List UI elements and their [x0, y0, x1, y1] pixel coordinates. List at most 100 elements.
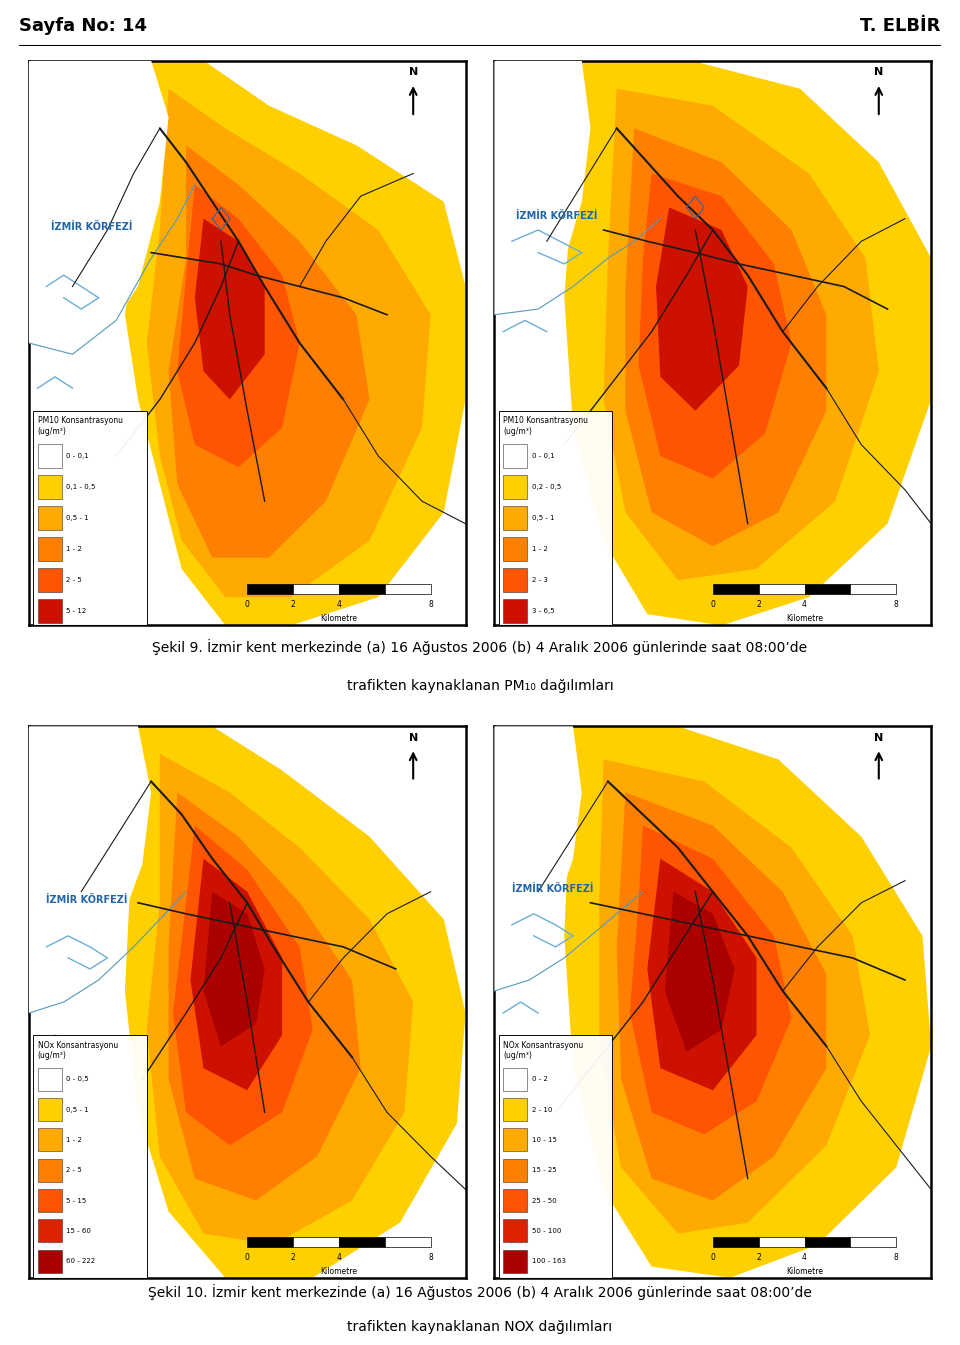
Text: NOx Konsantrasyonu
(ug/m³): NOx Konsantrasyonu (ug/m³) — [503, 1041, 584, 1060]
Text: N: N — [409, 67, 418, 78]
Text: 0,5 - 1: 0,5 - 1 — [66, 515, 88, 521]
Bar — [37, 600, 61, 623]
Text: 25 - 50: 25 - 50 — [532, 1197, 556, 1204]
Text: Kilometre: Kilometre — [321, 1267, 357, 1275]
Text: 5 - 12: 5 - 12 — [66, 608, 86, 615]
Text: 0: 0 — [245, 600, 250, 609]
Text: 8: 8 — [428, 1254, 433, 1262]
Bar — [503, 1068, 527, 1091]
Text: 0,2 - 0,5: 0,2 - 0,5 — [532, 484, 561, 490]
Bar — [503, 1098, 527, 1122]
Bar — [503, 537, 527, 561]
Bar — [37, 506, 61, 530]
Polygon shape — [125, 726, 466, 1278]
Text: PM10 Konsantrasyonu
(ug/m³): PM10 Konsantrasyonu (ug/m³) — [503, 417, 588, 436]
Bar — [37, 537, 61, 561]
Polygon shape — [29, 61, 169, 354]
Text: 8: 8 — [894, 600, 899, 609]
Text: 0: 0 — [710, 600, 715, 609]
Text: 15 - 60: 15 - 60 — [66, 1228, 91, 1233]
Bar — [851, 1237, 897, 1247]
Polygon shape — [647, 858, 756, 1091]
Text: 0 - 2: 0 - 2 — [532, 1076, 547, 1083]
Text: Şekil 9. İzmir kent merkezinde (a) 16 Ağustos 2006 (b) 4 Aralık 2006 günlerinde : Şekil 9. İzmir kent merkezinde (a) 16 Ağ… — [153, 639, 807, 655]
Text: 0,5 - 1: 0,5 - 1 — [66, 1107, 88, 1112]
Text: 1 - 2: 1 - 2 — [66, 546, 82, 553]
Text: 50 - 100: 50 - 100 — [532, 1228, 561, 1233]
Text: (a): (a) — [42, 1233, 64, 1248]
Text: Kilometre: Kilometre — [786, 1267, 823, 1275]
Text: 8: 8 — [428, 600, 433, 609]
Bar — [503, 444, 527, 468]
Bar — [503, 600, 527, 623]
Text: 1 - 2: 1 - 2 — [66, 1137, 82, 1143]
Polygon shape — [604, 89, 878, 580]
Bar — [248, 1237, 293, 1247]
Text: T. ELBİR: T. ELBİR — [860, 16, 941, 35]
Bar — [503, 1250, 527, 1272]
Polygon shape — [190, 858, 282, 1091]
Text: 10 - 15: 10 - 15 — [532, 1137, 557, 1143]
Text: 5 - 15: 5 - 15 — [66, 1197, 86, 1204]
Bar — [37, 1158, 61, 1182]
Bar — [851, 584, 897, 594]
Bar — [293, 584, 339, 594]
Polygon shape — [169, 145, 370, 558]
Polygon shape — [178, 184, 300, 467]
Bar — [37, 1189, 61, 1212]
Bar — [758, 1237, 804, 1247]
Polygon shape — [656, 207, 748, 410]
Text: N: N — [875, 733, 883, 742]
Bar — [503, 1220, 527, 1243]
Bar — [34, 410, 147, 659]
Bar — [293, 1237, 339, 1247]
Text: İZMİR KÖRFEZİ: İZMİR KÖRFEZİ — [512, 884, 593, 893]
Text: 4: 4 — [337, 1254, 342, 1262]
Bar — [804, 1237, 851, 1247]
Polygon shape — [147, 753, 413, 1244]
Text: İZMİR KÖRFEZİ: İZMİR KÖRFEZİ — [51, 222, 132, 231]
Bar — [37, 1250, 61, 1272]
Bar — [37, 1098, 61, 1122]
Text: 1 - 2: 1 - 2 — [532, 546, 547, 553]
Bar — [503, 506, 527, 530]
Text: 4: 4 — [803, 1254, 807, 1262]
Text: 100 - 163: 100 - 163 — [532, 1258, 565, 1264]
Bar — [712, 1237, 758, 1247]
Text: 0 - 0,1: 0 - 0,1 — [532, 453, 554, 459]
Text: İZMİR KÖRFEZİ: İZMİR KÖRFEZİ — [516, 211, 598, 221]
Polygon shape — [204, 892, 265, 1046]
Polygon shape — [599, 760, 870, 1233]
Text: 0: 0 — [245, 1254, 250, 1262]
Polygon shape — [494, 726, 582, 991]
Text: 8: 8 — [894, 1254, 899, 1262]
Bar — [37, 569, 61, 592]
Text: 2: 2 — [291, 600, 296, 609]
Bar — [503, 1128, 527, 1151]
Polygon shape — [664, 892, 734, 1052]
Text: Şekil 10. İzmir kent merkezinde (a) 16 Ağustos 2006 (b) 4 Aralık 2006 günlerinde: Şekil 10. İzmir kent merkezinde (a) 16 A… — [148, 1283, 812, 1299]
Text: 4: 4 — [803, 600, 807, 609]
Text: 2 - 3: 2 - 3 — [532, 577, 547, 584]
Text: (b): (b) — [508, 1233, 530, 1248]
Bar — [503, 569, 527, 592]
Polygon shape — [616, 792, 827, 1201]
Polygon shape — [630, 826, 791, 1134]
Bar — [499, 1036, 612, 1309]
Text: 0 - 0,1: 0 - 0,1 — [66, 453, 88, 459]
Text: (a): (a) — [42, 581, 64, 594]
Polygon shape — [564, 61, 931, 625]
Bar — [37, 1220, 61, 1243]
Bar — [385, 584, 431, 594]
Text: 2: 2 — [756, 600, 761, 609]
Text: 0 - 0,5: 0 - 0,5 — [66, 1076, 88, 1083]
Text: Kilometre: Kilometre — [786, 615, 823, 623]
Bar — [37, 444, 61, 468]
Text: 0,1 - 0,5: 0,1 - 0,5 — [66, 484, 95, 490]
Text: Sayfa No: 14: Sayfa No: 14 — [19, 16, 147, 35]
Polygon shape — [195, 219, 265, 399]
Bar — [503, 475, 527, 499]
Bar — [37, 475, 61, 499]
Bar — [503, 1158, 527, 1182]
Text: 2 - 5: 2 - 5 — [66, 1167, 82, 1173]
